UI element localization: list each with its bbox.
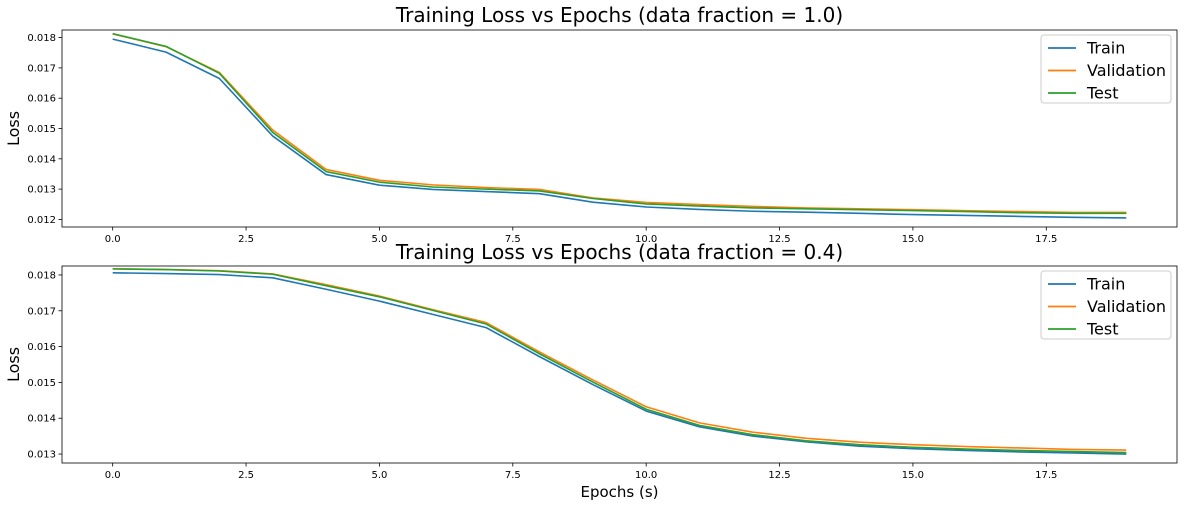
y-tick-label: 0.018 xyxy=(27,33,56,44)
x-tick-label: 5.0 xyxy=(371,470,387,481)
legend-label-validation: Validation xyxy=(1087,297,1166,316)
y-tick-label: 0.014 xyxy=(27,414,56,425)
y-tick-label: 0.014 xyxy=(27,154,56,165)
x-tick-label: 17.5 xyxy=(1035,470,1057,481)
x-tick-label: 17.5 xyxy=(1035,234,1057,245)
y-tick-label: 0.016 xyxy=(27,94,56,105)
x-tick-label: 10.0 xyxy=(635,470,657,481)
x-tick-label: 0.0 xyxy=(105,470,121,481)
y-tick-label: 0.018 xyxy=(27,270,56,281)
x-tick-label: 5.0 xyxy=(371,234,387,245)
y-tick-label: 0.017 xyxy=(27,63,56,74)
x-tick-label: 15.0 xyxy=(902,470,924,481)
y-tick-label: 0.012 xyxy=(27,215,56,226)
legend-label-train: Train xyxy=(1086,275,1125,294)
subplot-2: 0.0 2.5 5.0 7.5 10.0 12.5 15.0 17.5 0.013 0.014 0.… xyxy=(4,240,1178,501)
y-tick-label: 0.016 xyxy=(27,342,56,353)
legend-box xyxy=(1040,34,1172,104)
x-tick-label: 0.0 xyxy=(105,234,121,245)
x-tick-label: 10.0 xyxy=(635,234,657,245)
x-tick-label: 12.5 xyxy=(768,234,790,245)
chart-title: Training Loss vs Epochs (data fraction =… xyxy=(395,3,843,27)
y-tick-label: 0.013 xyxy=(27,185,56,196)
plot-frame xyxy=(61,29,1178,228)
y-tick-label: 0.013 xyxy=(27,450,56,461)
x-tick-label: 12.5 xyxy=(768,470,790,481)
x-tick-label: 2.5 xyxy=(238,470,254,481)
legend-label-test: Test xyxy=(1086,320,1119,339)
legend-label-train: Train xyxy=(1086,39,1125,58)
series-line-test xyxy=(112,32,1127,215)
series-line-train xyxy=(112,38,1127,219)
y-axis-label: Loss xyxy=(4,111,23,146)
series-line-validation xyxy=(112,268,1127,451)
legend: Train Validation Test xyxy=(1040,34,1172,104)
x-axis-label: Epochs (s) xyxy=(580,483,658,501)
series-line-test xyxy=(112,268,1127,454)
plot-frame xyxy=(61,265,1178,464)
x-tick-label: 7.5 xyxy=(505,470,521,481)
legend-label-test: Test xyxy=(1086,84,1119,103)
y-tick-label: 0.017 xyxy=(27,306,56,317)
y-tick-label: 0.015 xyxy=(27,124,56,135)
x-tick-label: 7.5 xyxy=(505,234,521,245)
x-tick-label: 15.0 xyxy=(902,234,924,245)
legend-label-validation: Validation xyxy=(1087,61,1166,80)
chart-title: Training Loss vs Epochs (data fraction =… xyxy=(395,240,843,264)
subplot-1: 0.0 2.5 5.0 7.5 10.0 12.5 15.0 17.5 0.012 0.013 0.… xyxy=(4,3,1178,245)
legend: Train Validation Test xyxy=(1040,270,1172,340)
y-tick-label: 0.015 xyxy=(27,378,56,389)
x-tick-label: 2.5 xyxy=(238,234,254,245)
series-line-train xyxy=(112,272,1127,455)
legend-box xyxy=(1040,270,1172,340)
y-axis-label: Loss xyxy=(4,347,23,382)
series-line-validation xyxy=(112,33,1127,214)
